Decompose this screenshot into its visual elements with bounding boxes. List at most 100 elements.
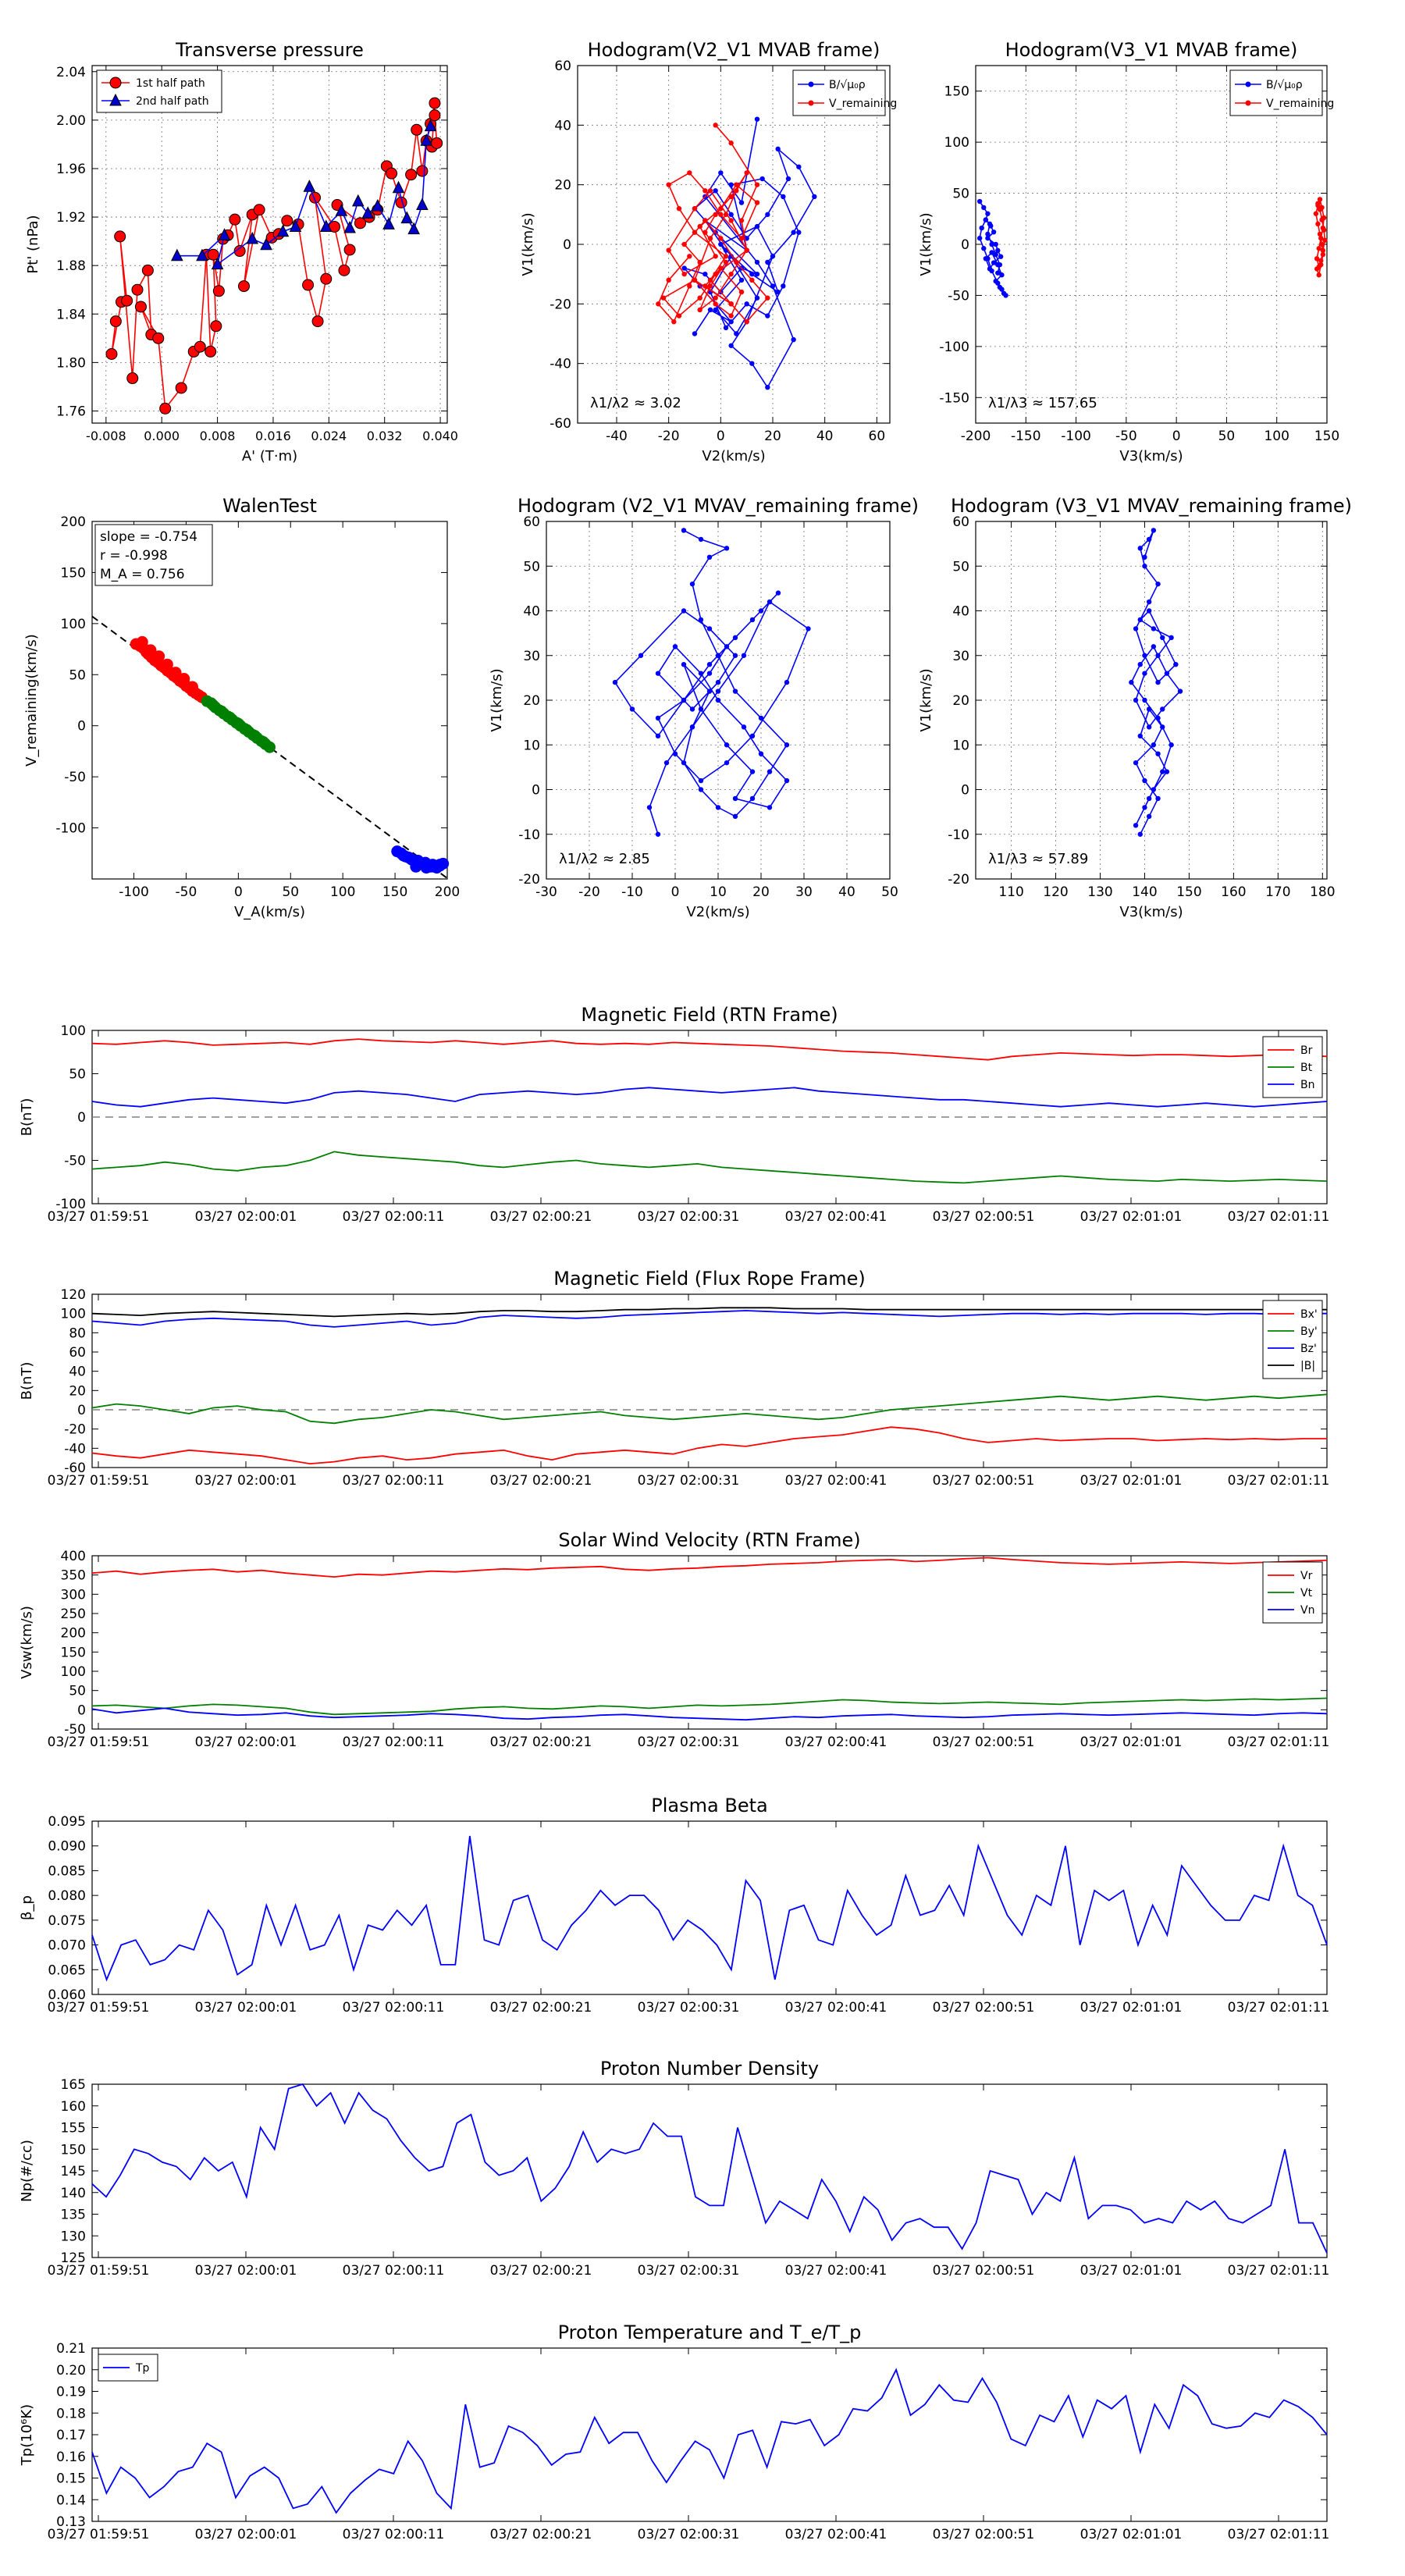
h2-series-0-point-33 bbox=[995, 270, 1001, 276]
h1-ytick-label-0: -60 bbox=[550, 416, 571, 432]
h3-xtick-label-0: -30 bbox=[535, 884, 557, 900]
walen-title: WalenTest bbox=[222, 495, 317, 517]
tp-1st-point-45 bbox=[405, 169, 418, 181]
h2-series-1-point-15 bbox=[1314, 256, 1320, 262]
h1-ytick-label-6: 60 bbox=[554, 59, 571, 74]
walen-stat-1: r = -0.998 bbox=[100, 548, 168, 564]
h4-ytick-label-7: 50 bbox=[952, 559, 969, 575]
ts2-legend-label-1: By' bbox=[1300, 1325, 1318, 1338]
ts4-xtick-label-1: 03/27 02:00:01 bbox=[195, 2000, 297, 2016]
h4-series-0-point-9 bbox=[1155, 751, 1161, 756]
ts2-ytick-label-8: 100 bbox=[61, 1307, 86, 1322]
h3-series-0-point-4 bbox=[706, 688, 713, 694]
tp-2nd-point-13 bbox=[361, 206, 375, 219]
h1-series-1-point-9 bbox=[734, 259, 739, 265]
h1-series-0-point-15 bbox=[785, 176, 791, 182]
ts3-ytick-label-3: 100 bbox=[61, 1664, 86, 1680]
h4-series-0-point-18 bbox=[1142, 697, 1147, 703]
h1-series-1-point-36 bbox=[676, 313, 682, 318]
h4-series-0-point-0 bbox=[1137, 831, 1143, 837]
h3-series-0-point-2 bbox=[663, 760, 670, 766]
h1-series-0-point-1 bbox=[707, 307, 713, 313]
ts4-ytick-label-7: 0.095 bbox=[48, 1814, 86, 1830]
ts2-xtick-label-1: 03/27 02:00:01 bbox=[195, 1473, 297, 1489]
ts1-xtick-label-2: 03/27 02:00:11 bbox=[343, 1209, 445, 1225]
h3-series-0-point-43 bbox=[767, 599, 773, 605]
h1-series-1-point-42 bbox=[738, 289, 745, 295]
h1-series-1-point-55 bbox=[697, 307, 702, 313]
ts2-ytick-label-5: 40 bbox=[69, 1364, 86, 1380]
ts3-ytick-label-2: 50 bbox=[69, 1684, 86, 1699]
h4-ytick-label-8: 60 bbox=[952, 514, 969, 530]
tp-2nd-point-20 bbox=[420, 133, 433, 146]
ts3-series-Vn-line bbox=[91, 1707, 1328, 1721]
h1-series-0-point-39 bbox=[738, 277, 745, 283]
ts2-xtick-label-4: 03/27 02:00:31 bbox=[638, 1473, 740, 1489]
h3-series-0-point-36 bbox=[655, 715, 661, 721]
h2-xtick-label-4: 0 bbox=[1172, 429, 1181, 444]
h4-series-0-point-13 bbox=[1133, 823, 1139, 828]
h1-legend-marker-0 bbox=[808, 81, 814, 87]
h2-series-0-point-31 bbox=[993, 251, 998, 258]
h2-eigen-ratio: λ1/λ3 ≈ 157.65 bbox=[988, 395, 1097, 411]
h1-series-0-point-12 bbox=[728, 212, 734, 218]
h3-series-0-point-31 bbox=[775, 590, 781, 596]
h4-series-0-point-25 bbox=[1146, 724, 1152, 730]
h2-series-0-point-1 bbox=[981, 205, 987, 211]
h1-series-1-point-45 bbox=[692, 277, 698, 283]
h3-series-0-point-58 bbox=[689, 581, 695, 587]
h4-ylabel: V1(km/s) bbox=[918, 668, 934, 731]
h2-series-0-point-2 bbox=[985, 211, 991, 216]
h1-series-1-point-16 bbox=[692, 229, 698, 235]
h1-series-0-point-19 bbox=[791, 229, 796, 235]
h1-series-0-point-46 bbox=[765, 385, 770, 390]
h1-series-0-point-52 bbox=[738, 200, 745, 205]
h2-series-1-point-16 bbox=[1316, 264, 1321, 269]
ts3-ytick-label-1: 0 bbox=[77, 1703, 86, 1718]
h3-eigen-ratio: λ1/λ2 ≈ 2.85 bbox=[559, 851, 650, 867]
tp-1st-point-5 bbox=[126, 372, 139, 385]
h2-series-0-point-6 bbox=[985, 235, 991, 241]
ts4-xtick-label-6: 03/27 02:00:51 bbox=[933, 2000, 1035, 2016]
h3-series-0-point-23 bbox=[638, 653, 644, 658]
h4-series-0-point-43 bbox=[1151, 528, 1157, 533]
h1-series-1-point-58 bbox=[744, 247, 749, 253]
tp-xtick-label-1: 0.000 bbox=[144, 429, 180, 443]
h3-series-0-point-14 bbox=[715, 697, 721, 703]
h1-series-0-point-8 bbox=[754, 271, 760, 277]
walen-green-point-22 bbox=[257, 736, 269, 749]
h3-xtick-label-6: 30 bbox=[795, 884, 813, 900]
tp-xtick-label-0: -0.008 bbox=[86, 429, 126, 443]
h4-xtick-label-4: 150 bbox=[1176, 884, 1201, 900]
tp-1st-point-11 bbox=[159, 402, 172, 415]
tp-2nd-point-21 bbox=[424, 119, 437, 132]
h1-series-0-point-37 bbox=[734, 331, 739, 336]
h3-series-0-point-19 bbox=[715, 679, 721, 685]
h1-series-1-point-25 bbox=[718, 206, 724, 212]
ts1-xtick-label-5: 03/27 02:00:41 bbox=[785, 1209, 887, 1225]
h1-series-0-point-48 bbox=[770, 283, 776, 289]
h4-series-0-point-10 bbox=[1164, 769, 1170, 774]
tp-1st-point-37 bbox=[343, 244, 356, 256]
h2-series-1-point-5 bbox=[1317, 231, 1323, 237]
h2-series-0-point-27 bbox=[983, 217, 989, 222]
walen-ytick-label-5: 150 bbox=[61, 565, 86, 581]
h3-series-0-point-5 bbox=[681, 662, 687, 667]
h1-series-1-point-31 bbox=[707, 188, 713, 194]
h3-series-0-point-46 bbox=[689, 724, 695, 730]
h4-series-0-point-12 bbox=[1142, 805, 1147, 810]
h1-series-1-point-3 bbox=[671, 319, 677, 325]
h2-series-1-point-19 bbox=[1322, 237, 1328, 243]
ts3-ylabel: Vsw(km/s) bbox=[19, 1606, 35, 1679]
tp-xtick-label-4: 0.024 bbox=[311, 429, 347, 443]
tp-2nd-point-1 bbox=[196, 248, 208, 262]
tp-1st-point-4 bbox=[114, 230, 126, 243]
h4-series-0-point-32 bbox=[1146, 608, 1152, 614]
h3-series-0-point-56 bbox=[715, 653, 721, 658]
tp-2nd-point-4 bbox=[246, 231, 259, 244]
h3-series-0-point-45 bbox=[715, 688, 721, 694]
h1-xtick-label-2: 0 bbox=[717, 429, 725, 444]
h3-series-0-point-35 bbox=[681, 697, 687, 703]
h3-series-0-point-40 bbox=[749, 733, 756, 738]
